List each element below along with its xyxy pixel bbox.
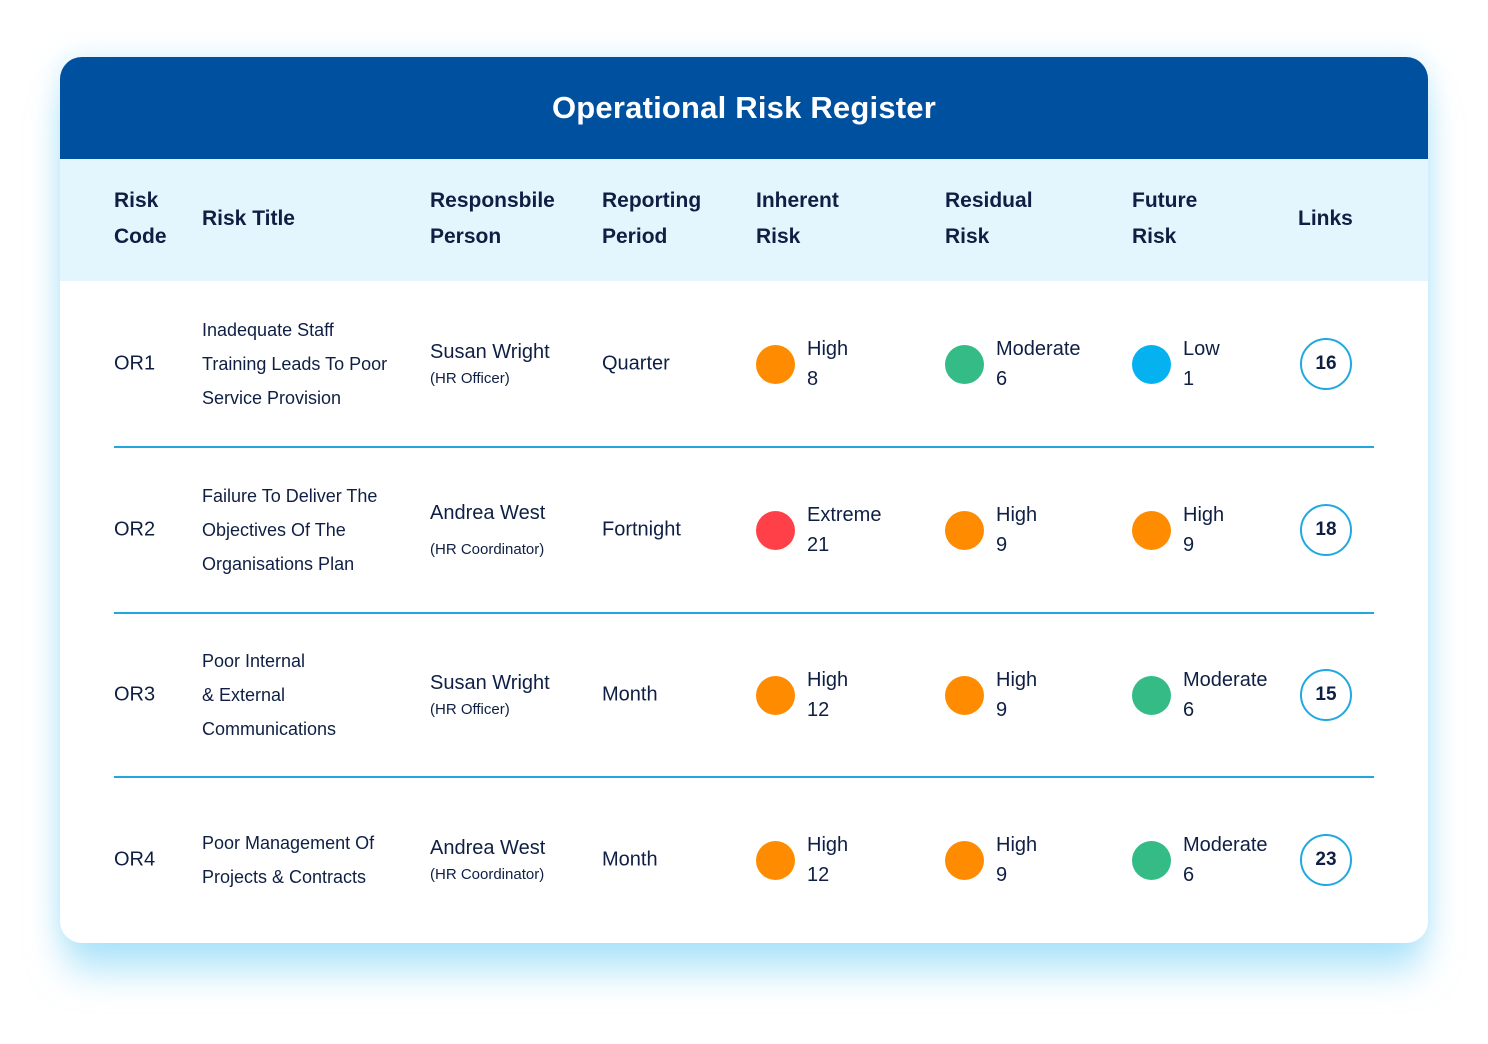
column-header-risk-code[interactable]: Risk Code — [114, 189, 167, 248]
risk-level-dot — [1132, 840, 1171, 880]
responsible-person: Andrea West (HR Coordinator) — [430, 833, 545, 887]
residual-risk: High 9 — [945, 665, 1037, 725]
future-risk: High 9 — [1132, 500, 1224, 560]
risk-register-card: Operational Risk Register Risk Code Risk… — [60, 57, 1428, 943]
row-divider — [114, 612, 1374, 614]
risk-level: High — [1183, 504, 1225, 526]
risk-level: Moderate — [1183, 834, 1268, 856]
table-row[interactable]: OR1 Inadequate Staff Training Leads To P… — [60, 281, 1428, 447]
risk-title[interactable]: Inadequate Staff Training Leads To Poor … — [202, 320, 388, 408]
reporting-period: Month — [602, 683, 658, 706]
future-risk: Moderate 6 — [1132, 830, 1268, 890]
risk-level-dot — [945, 510, 984, 550]
card-header: Operational Risk Register — [60, 57, 1428, 159]
responsible-person: Susan Wright (HR Officer) — [430, 337, 550, 391]
links-cell: 15 — [1300, 669, 1352, 721]
column-header-future-risk[interactable]: Future Risk — [1132, 189, 1198, 248]
risk-level-dot — [1132, 344, 1171, 384]
column-header-responsible-person[interactable]: Responsbile Person — [430, 189, 555, 248]
table-row[interactable]: OR2 Failure To Deliver The Objectives Of… — [60, 447, 1428, 613]
inherent-risk: Extreme 21 — [756, 500, 881, 560]
links-count-badge[interactable]: 23 — [1300, 834, 1352, 886]
links-count-badge[interactable]: 15 — [1300, 669, 1352, 721]
risk-level: High — [996, 834, 1038, 856]
risk-level: High — [996, 504, 1038, 526]
risk-score: 6 — [996, 368, 1008, 390]
links-cell: 18 — [1300, 504, 1352, 556]
risk-score: 9 — [996, 699, 1008, 721]
risk-score: 1 — [1183, 368, 1195, 390]
risk-code: OR3 — [114, 683, 156, 706]
risk-code: OR1 — [114, 352, 156, 375]
risk-level-dot — [945, 344, 984, 384]
table-row[interactable]: OR4 Poor Management Of Projects & Contra… — [60, 777, 1428, 943]
residual-risk: High 9 — [945, 830, 1037, 890]
column-header-inherent-risk[interactable]: Inherent Risk — [756, 189, 839, 248]
inherent-risk: High 12 — [756, 830, 848, 890]
responsible-person: Andrea West (HR Coordinator) — [430, 498, 545, 562]
risk-level: High — [996, 669, 1038, 691]
risk-score: 9 — [996, 534, 1008, 556]
column-header-links[interactable]: Links — [1298, 207, 1353, 230]
risk-level-dot — [1132, 510, 1171, 550]
column-header-reporting-period[interactable]: Reporting Period — [602, 189, 702, 248]
risk-level: Low — [1183, 338, 1220, 360]
links-count-badge[interactable]: 18 — [1300, 504, 1352, 556]
links-count-badge[interactable]: 16 — [1300, 338, 1352, 390]
risk-title[interactable]: Poor Internal & External Communications — [202, 651, 337, 739]
risk-score: 9 — [996, 864, 1008, 886]
person-name: Susan Wright — [430, 341, 550, 363]
person-role: (HR Officer) — [430, 701, 510, 718]
residual-risk: High 9 — [945, 500, 1037, 560]
risk-level-dot — [756, 510, 795, 550]
future-risk: Low 1 — [1132, 334, 1220, 394]
risk-score: 12 — [807, 699, 830, 721]
person-role: (HR Coordinator) — [430, 541, 545, 558]
responsible-person: Susan Wright (HR Officer) — [430, 668, 550, 722]
risk-title[interactable]: Poor Management Of Projects & Contracts — [202, 833, 375, 887]
column-header-row: Risk Code Risk Title Responsbile Person … — [60, 159, 1428, 281]
reporting-period: Month — [602, 848, 658, 871]
risk-score: 8 — [807, 368, 819, 390]
person-name: Andrea West — [430, 502, 546, 524]
table-row[interactable]: OR3 Poor Internal & External Communicati… — [60, 613, 1428, 777]
person-role: (HR Coordinator) — [430, 866, 545, 883]
inherent-risk: High 8 — [756, 334, 848, 394]
risk-level: High — [807, 669, 849, 691]
future-risk: Moderate 6 — [1132, 665, 1268, 725]
column-header-risk-title[interactable]: Risk Title — [202, 207, 295, 230]
risk-title[interactable]: Failure To Deliver The Objectives Of The… — [202, 486, 378, 574]
risk-level: Moderate — [996, 338, 1081, 360]
reporting-period: Fortnight — [602, 518, 681, 541]
risk-score: 6 — [1183, 699, 1195, 721]
risk-level: Extreme — [807, 504, 882, 526]
inherent-risk: High 12 — [756, 665, 848, 725]
residual-risk: Moderate 6 — [945, 334, 1081, 394]
risk-level: High — [807, 338, 849, 360]
risk-level-dot — [756, 840, 795, 880]
row-divider — [114, 776, 1374, 778]
row-divider — [114, 446, 1374, 448]
risk-level: High — [807, 834, 849, 856]
risk-score: 12 — [807, 864, 830, 886]
person-name: Susan Wright — [430, 672, 550, 694]
risk-level-dot — [756, 344, 795, 384]
column-header-residual-risk[interactable]: Residual Risk — [945, 189, 1033, 248]
risk-level-dot — [945, 840, 984, 880]
risk-code: OR2 — [114, 518, 156, 541]
risk-level: Moderate — [1183, 669, 1268, 691]
person-role: (HR Officer) — [430, 370, 510, 387]
links-cell: 16 — [1300, 338, 1352, 390]
risk-score: 6 — [1183, 864, 1195, 886]
risk-level-dot — [756, 675, 795, 715]
risk-score: 21 — [807, 534, 830, 556]
risk-score: 9 — [1183, 534, 1195, 556]
reporting-period: Quarter — [602, 352, 670, 375]
risk-level-dot — [945, 675, 984, 715]
risk-level-dot — [1132, 675, 1171, 715]
links-cell: 23 — [1300, 834, 1352, 886]
person-name: Andrea West — [430, 837, 546, 859]
page-title: Operational Risk Register — [551, 90, 936, 125]
risk-code: OR4 — [114, 848, 156, 871]
